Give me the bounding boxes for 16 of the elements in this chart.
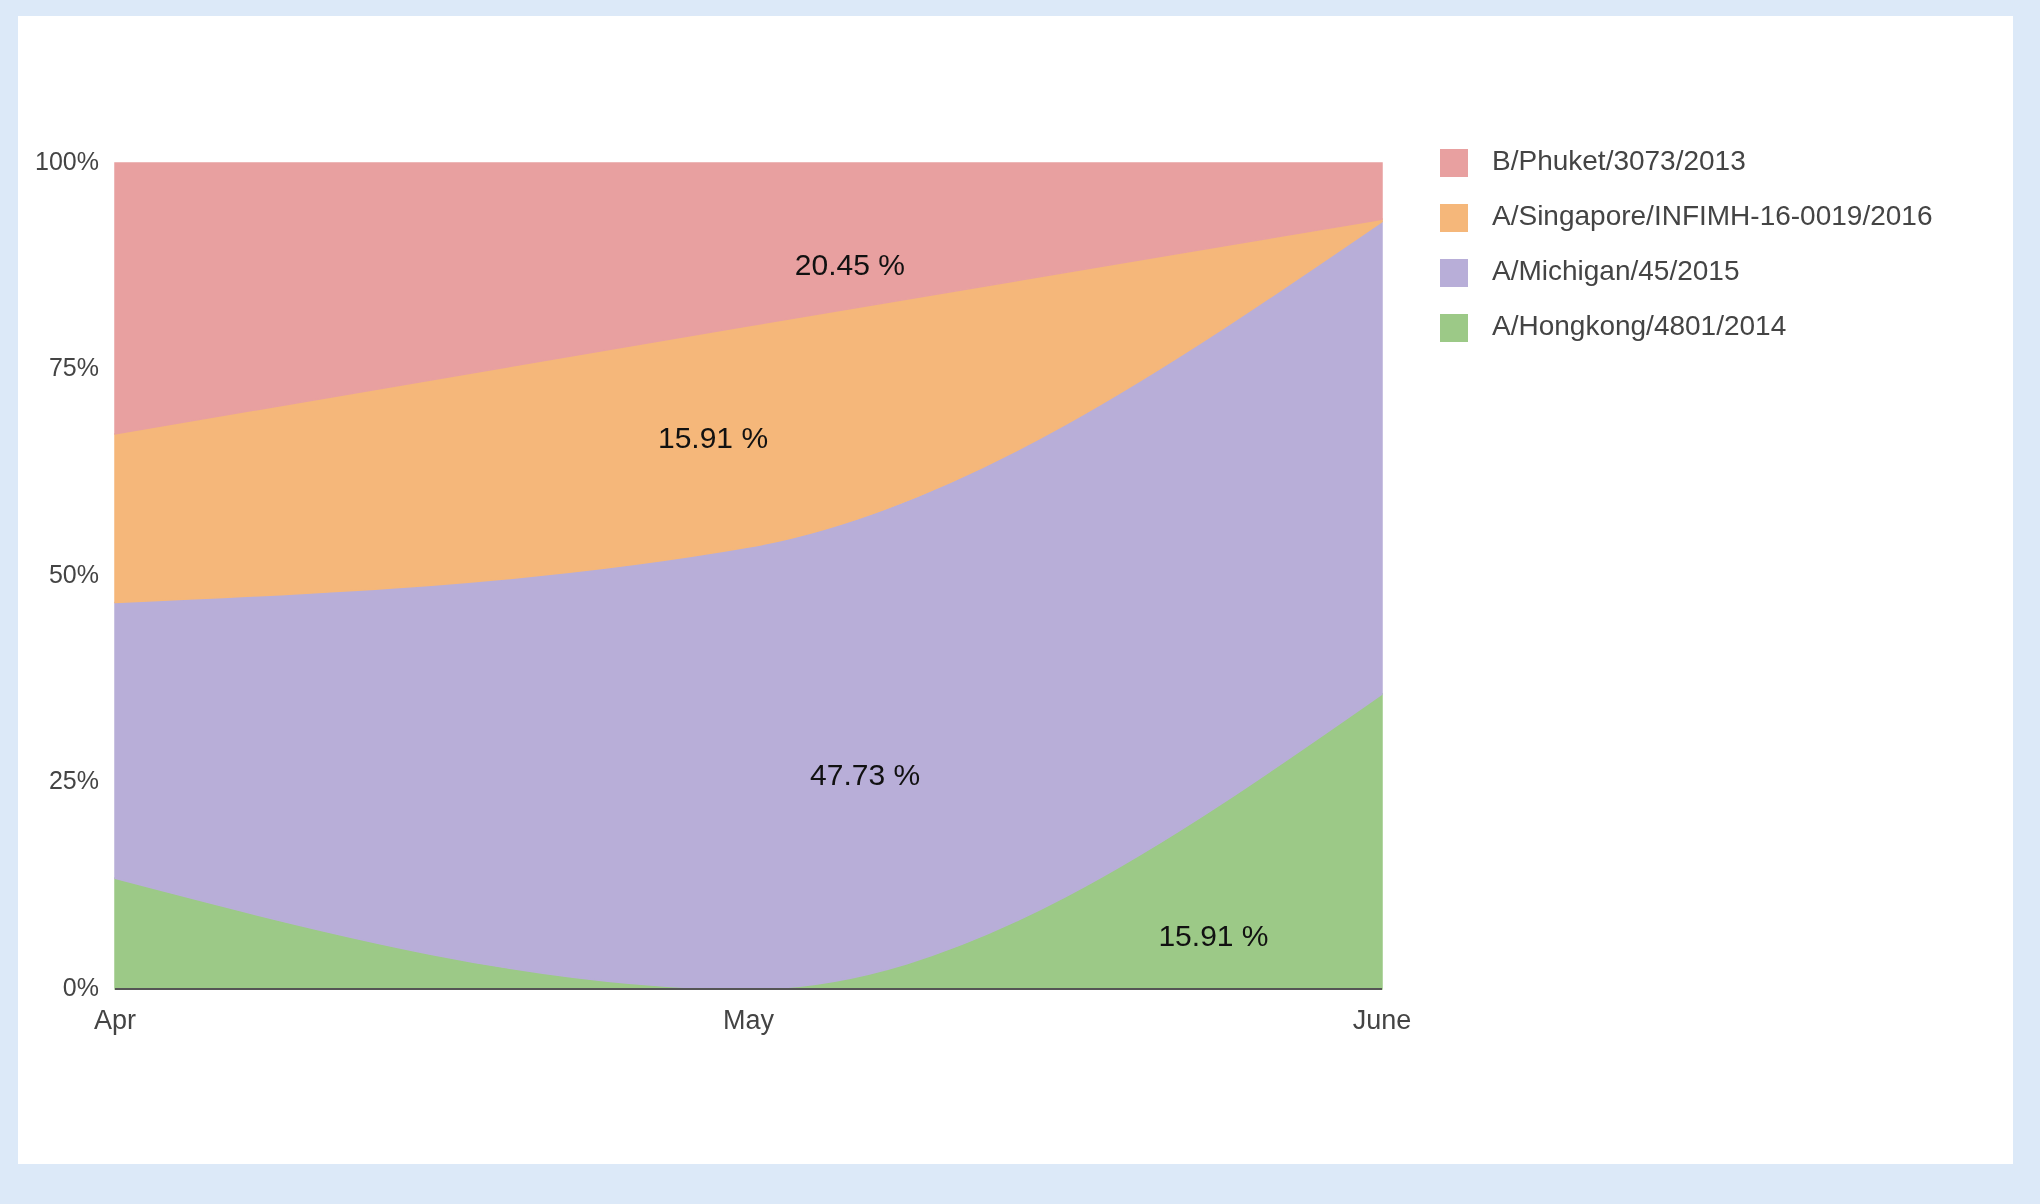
legend-label: A/Hongkong/4801/2014: [1492, 310, 1787, 342]
y-tick-label: 50%: [48, 559, 99, 588]
annotation: 47.73 %: [810, 757, 921, 791]
annotation: 20.45 %: [794, 248, 905, 281]
annotation: 15.91 %: [657, 420, 769, 454]
x-tick-label: May: [722, 1005, 775, 1035]
y-tick-label: 100%: [35, 146, 99, 175]
legend-label: B/Phuket/3073/2013: [1492, 145, 1746, 177]
y-tick-label: 75%: [48, 353, 99, 382]
y-tick-label: 25%: [48, 766, 99, 795]
x-tick-label: June: [1352, 1005, 1412, 1035]
annotation: 15.91 %: [1158, 918, 1269, 952]
y-tick-label: 0%: [62, 972, 99, 1001]
legend-label: A/Singapore/INFIMH-16-0019/2016: [1492, 200, 1933, 232]
legend-label: A/Michigan/45/2015: [1492, 255, 1740, 287]
x-tick-label: Apr: [93, 1005, 137, 1035]
